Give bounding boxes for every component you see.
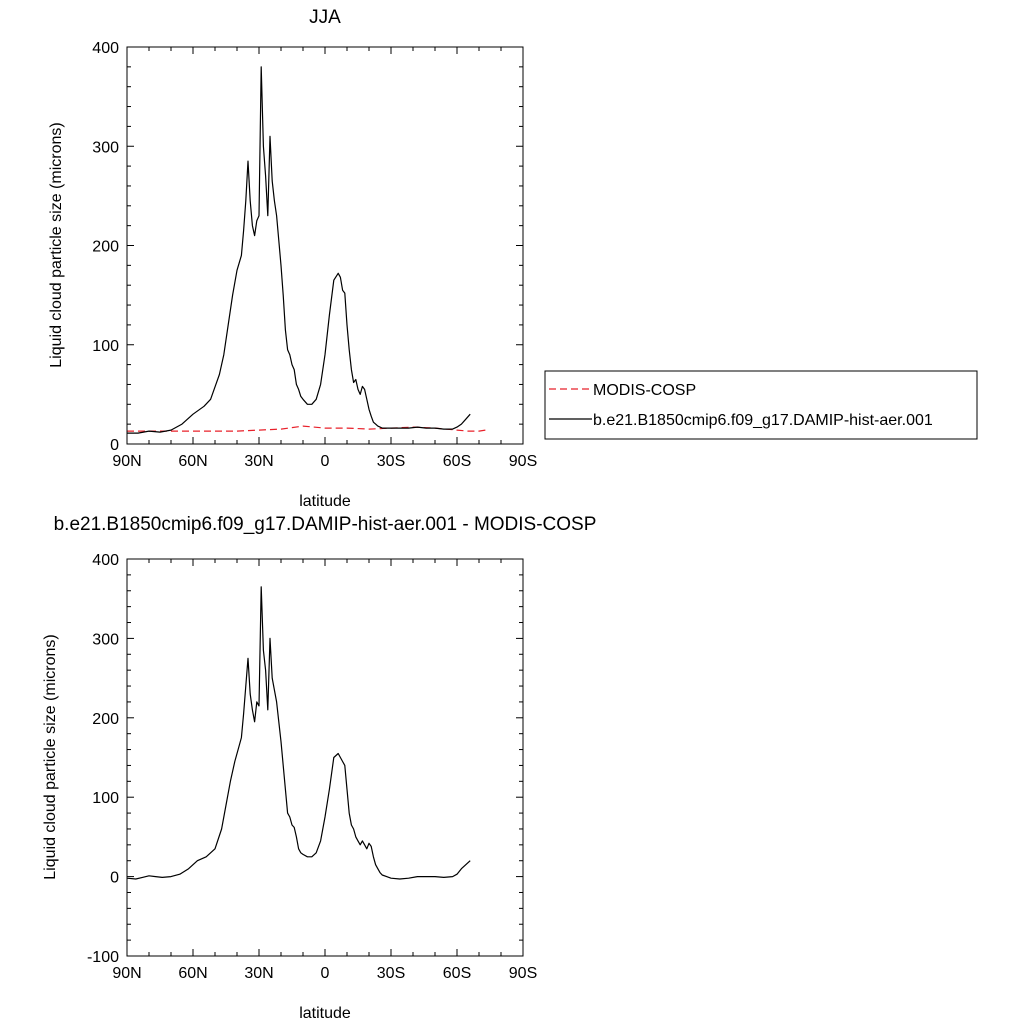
bottom-ticks: 90N 60N 30N 0 30S 60S 90S -100 0 100 200 300 400 xyxy=(87,552,537,982)
top-ticks: 90N 60N 30N 0 30S 60S 90S 0 100 200 300 400 xyxy=(92,40,537,470)
top-series xyxy=(127,66,486,434)
bottom-x-tick-label: 60S xyxy=(443,965,471,982)
top-x-axis-label: latitude xyxy=(299,493,351,510)
top-y-tick-label: 300 xyxy=(92,139,119,156)
top-y-tick-label: 0 xyxy=(110,437,119,454)
bottom-y-tick-label: 400 xyxy=(92,552,119,569)
bottom-x-tick-label: 90S xyxy=(509,965,537,982)
bottom-series-line-difference xyxy=(126,586,471,880)
bottom-x-tick-label: 60N xyxy=(178,965,207,982)
legend: MODIS-COSP b.e21.B1850cmip6.f09_g17.DAMI… xyxy=(544,370,978,440)
top-chart-title: JJA xyxy=(309,7,341,28)
legend-box xyxy=(544,370,978,440)
top-y-tick-label: 400 xyxy=(92,40,119,57)
bottom-x-tick-label: 30S xyxy=(377,965,405,982)
top-series-line-modis xyxy=(127,425,486,432)
bottom-x-tick-label: 30N xyxy=(244,965,273,982)
bottom-chart-title: b.e21.B1850cmip6.f09_g17.DAMIP-hist-aer.… xyxy=(54,514,597,535)
bottom-x-tick-label: 0 xyxy=(321,965,330,982)
top-x-tick-label: 90S xyxy=(509,453,537,470)
top-x-tick-label: 90N xyxy=(112,453,141,470)
bottom-panel: b.e21.B1850cmip6.f09_g17.DAMIP-hist-aer.… xyxy=(42,514,596,1022)
bottom-y-axis-label: Liquid cloud particle size (microns) xyxy=(42,634,59,879)
top-x-tick-label: 60N xyxy=(178,453,207,470)
bottom-y-tick-label: -100 xyxy=(87,949,119,966)
legend-label-model: b.e21.B1850cmip6.f09_g17.DAMIP-hist-aer.… xyxy=(593,412,933,429)
bottom-y-tick-label: 200 xyxy=(92,711,119,728)
top-series-line-model xyxy=(127,66,471,434)
top-x-tick-label: 30N xyxy=(244,453,273,470)
top-y-tick-label: 100 xyxy=(92,338,119,355)
top-plot-frame xyxy=(126,46,524,445)
bottom-x-tick-label: 90N xyxy=(112,965,141,982)
bottom-x-axis-label: latitude xyxy=(299,1005,351,1022)
top-y-axis-label: Liquid cloud particle size (microns) xyxy=(48,122,65,367)
bottom-y-tick-label: 100 xyxy=(92,790,119,807)
top-panel: JJA 90N 60N 30N 0 30S 60S 90S 0 100 200 300 400 lat… xyxy=(48,7,537,510)
legend-label-modis: MODIS-COSP xyxy=(593,382,696,399)
top-x-tick-label: 30S xyxy=(377,453,405,470)
bottom-plot-frame xyxy=(126,558,524,957)
bottom-series xyxy=(126,586,471,880)
top-x-tick-label: 0 xyxy=(321,453,330,470)
top-x-tick-label: 60S xyxy=(443,453,471,470)
top-y-tick-label: 200 xyxy=(92,239,119,256)
bottom-y-tick-label: 300 xyxy=(92,631,119,648)
bottom-y-tick-label: 0 xyxy=(110,870,119,887)
